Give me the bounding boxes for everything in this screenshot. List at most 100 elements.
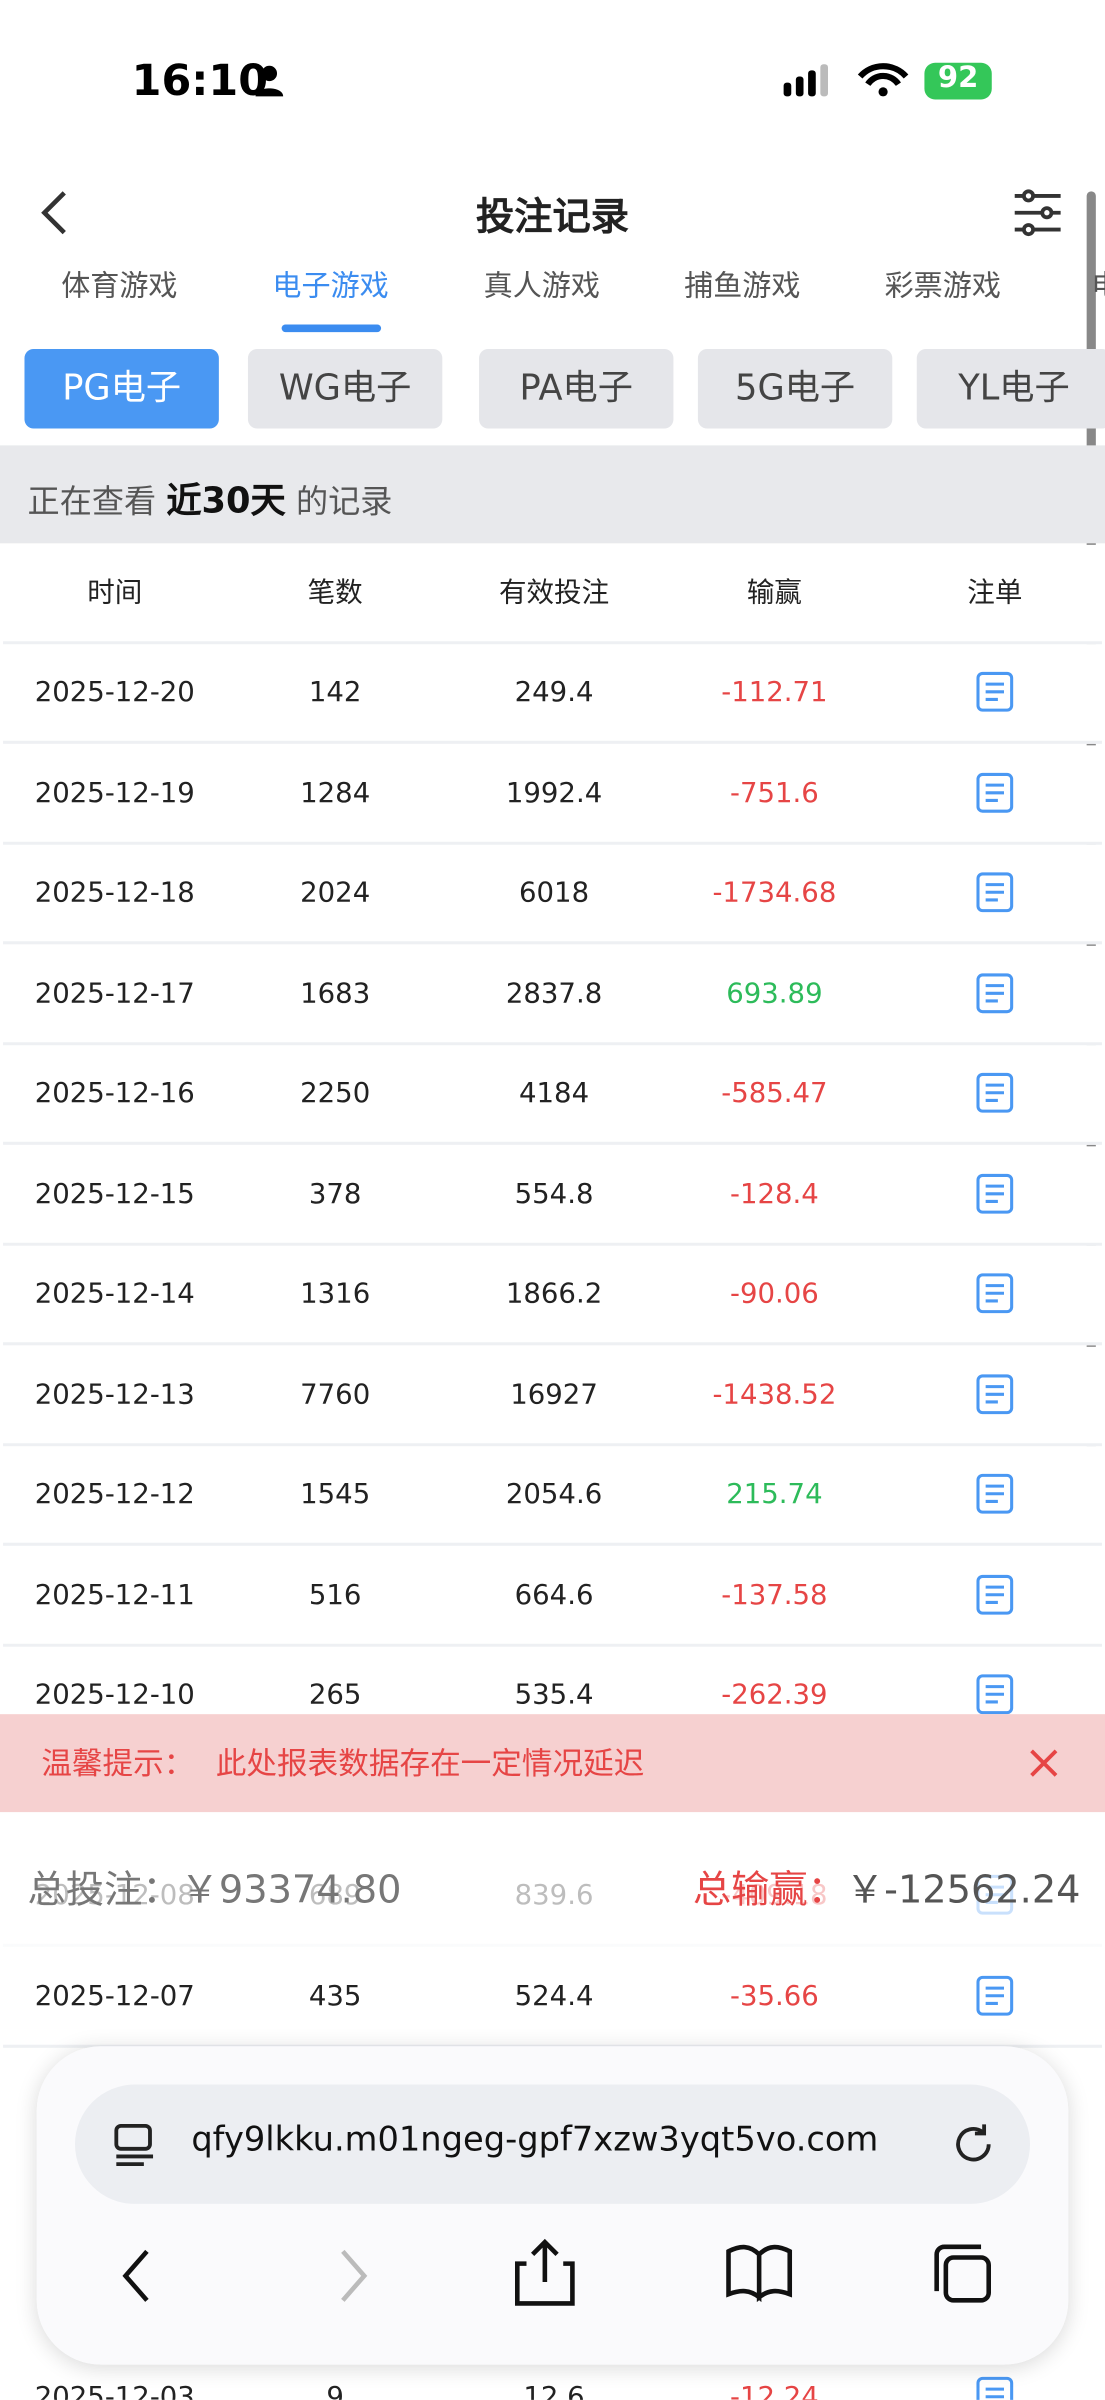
table-cell: 6018 (518, 876, 590, 910)
table-cell: 2025-12-16 (34, 1077, 195, 1110)
detail-icon[interactable] (975, 1372, 1015, 1415)
table-cell: 1866.2 (505, 1277, 603, 1311)
nav-forward[interactable] (341, 2249, 368, 2302)
column-header: 笔数 (307, 576, 363, 610)
tab-indicator (281, 324, 382, 333)
reload[interactable] (950, 2121, 996, 2167)
filter-range: 近30天 (166, 482, 286, 522)
table-cell: 2025-12-11 (34, 1578, 195, 1611)
table-cell: -35.66 (730, 1979, 819, 2012)
table-cell: -262.39 (721, 1678, 828, 1712)
detail-icon[interactable] (975, 771, 1015, 814)
bookmarks[interactable] (726, 2244, 793, 2303)
detail-icon[interactable] (975, 2375, 1015, 2400)
clock: 16:10 (131, 55, 269, 106)
back-button[interactable] (34, 187, 80, 239)
table-row: 2025-12-14 1316 1866.2 -90.06 (3, 1245, 1102, 1346)
table-cell: -128.4 (730, 1177, 819, 1210)
table-cell: 435 (308, 1979, 362, 2012)
table-cell: 215.74 (726, 1478, 823, 1511)
table-cell: 693.89 (726, 977, 823, 1010)
provider-tab[interactable]: 5G电子 (697, 348, 893, 429)
table-row: 2025-12-11 516 664.6 -137.58 (3, 1546, 1102, 1647)
total-bet-label: 总投注： (27, 1867, 181, 1912)
table-cell: 554.8 (514, 1177, 594, 1210)
table-row: 2025-12-17 1683 2837.8 693.89 (3, 945, 1102, 1045)
detail-icon[interactable] (975, 1573, 1015, 1616)
provider-tab[interactable]: PA电子 (479, 348, 674, 429)
table-cell: 249.4 (514, 676, 594, 709)
status-icons (783, 62, 992, 100)
notice-banner: 温馨提示： 此处报表数据存在一定情况延迟 (0, 1714, 1105, 1813)
notice-label: 温馨提示： (41, 1744, 195, 1782)
detail-icon[interactable] (975, 1272, 1015, 1315)
totals-bar (0, 1813, 1105, 1949)
table-cell: 2025-12-03 (34, 2380, 195, 2400)
browser-toolbar (122, 2238, 991, 2306)
total-win-label: 总输赢： (692, 1867, 846, 1912)
detail-icon[interactable] (975, 1172, 1015, 1215)
table-cell: -751.6 (730, 776, 819, 809)
battery: 92 (937, 61, 979, 95)
provider-tab[interactable]: PG电子 (24, 348, 219, 429)
person-icon (255, 65, 284, 97)
reader-icon[interactable] (112, 2121, 158, 2167)
table-cell: 1545 (300, 1478, 371, 1511)
nav-back[interactable] (122, 2249, 149, 2302)
provider-tab[interactable]: WG电子 (247, 348, 443, 429)
table-cell: 2025-12-18 (34, 876, 195, 910)
game-tab[interactable]: 体育游戏 (61, 269, 178, 304)
page-title: 投注记录 (475, 194, 630, 239)
url: qfy9lkku.m01ngeg-gpf7xzw3yqt5vo.com (191, 2121, 879, 2160)
total-win-value: ￥-12562.24 (845, 1867, 1081, 1912)
table-cell: -12.24 (730, 2380, 819, 2400)
table-cell: 1316 (300, 1277, 371, 1311)
table-cell: -1438.52 (712, 1378, 837, 1411)
table-row: 2025-12-16 2250 4184 -585.47 (3, 1045, 1102, 1145)
table-cell: 2025-12-13 (34, 1378, 195, 1411)
table-cell: 2025-12-10 (34, 1678, 195, 1712)
table-row: 2025-12-20 142 249.4 -112.71 (3, 644, 1102, 744)
column-header: 输赢 (746, 576, 802, 610)
table-cell: 2025-12-07 (34, 1979, 195, 2012)
detail-icon[interactable] (975, 670, 1015, 713)
total-win: 总输赢：￥-12562.24 (693, 1860, 1081, 1915)
detail-icon[interactable] (975, 1071, 1015, 1114)
table-cell: 16927 (510, 1378, 598, 1411)
table-cell: -585.47 (721, 1077, 828, 1110)
filter-button[interactable] (1010, 187, 1065, 239)
share[interactable] (515, 2238, 575, 2306)
table-cell: 1683 (300, 977, 371, 1010)
table-cell: 2025-12-17 (34, 977, 195, 1010)
table-cell: -137.58 (721, 1578, 828, 1611)
detail-icon[interactable] (975, 1974, 1015, 2017)
tabs[interactable] (943, 2255, 991, 2303)
table-cell: 9 (326, 2380, 344, 2400)
game-tab[interactable]: 电子游戏 (272, 269, 389, 304)
game-tab[interactable]: 彩票游戏 (884, 269, 1001, 304)
table-cell: 7760 (300, 1378, 371, 1411)
table-row: 2025-12-15 378 554.8 -128.4 (3, 1145, 1102, 1246)
detail-icon[interactable] (975, 871, 1015, 914)
url-field[interactable]: qfy9lkku.m01ngeg-gpf7xzw3yqt5vo.com (74, 2084, 1031, 2204)
table-cell: 378 (308, 1177, 362, 1210)
detail-icon[interactable] (975, 971, 1015, 1014)
game-tab[interactable]: 电竞游戏 (1065, 263, 1105, 304)
provider-tab[interactable]: YL电子 (916, 348, 1105, 429)
table-cell: -112.71 (721, 676, 828, 709)
game-tab[interactable]: 捕鱼游戏 (684, 269, 801, 304)
table-cell: 265 (308, 1678, 362, 1712)
table-cell: 2025-12-15 (34, 1177, 195, 1210)
detail-icon[interactable] (975, 1673, 1015, 1716)
close-notice[interactable] (1028, 1748, 1059, 1779)
table-header: 时间 笔数 有效投注 输赢 注单 (3, 544, 1102, 645)
detail-icon[interactable] (975, 1472, 1015, 1515)
table-row: 2025-12-18 2024 6018 -1734.68 (3, 844, 1102, 945)
total-bet-value: ￥93374.80 (180, 1867, 402, 1912)
table-cell: 12.6 (523, 2380, 585, 2400)
table-cell: 664.6 (514, 1578, 594, 1611)
filter-suffix: 的记录 (295, 483, 393, 521)
game-tab[interactable]: 真人游戏 (483, 269, 600, 304)
total-bet: 总投注：￥93374.80 (28, 1860, 402, 1915)
